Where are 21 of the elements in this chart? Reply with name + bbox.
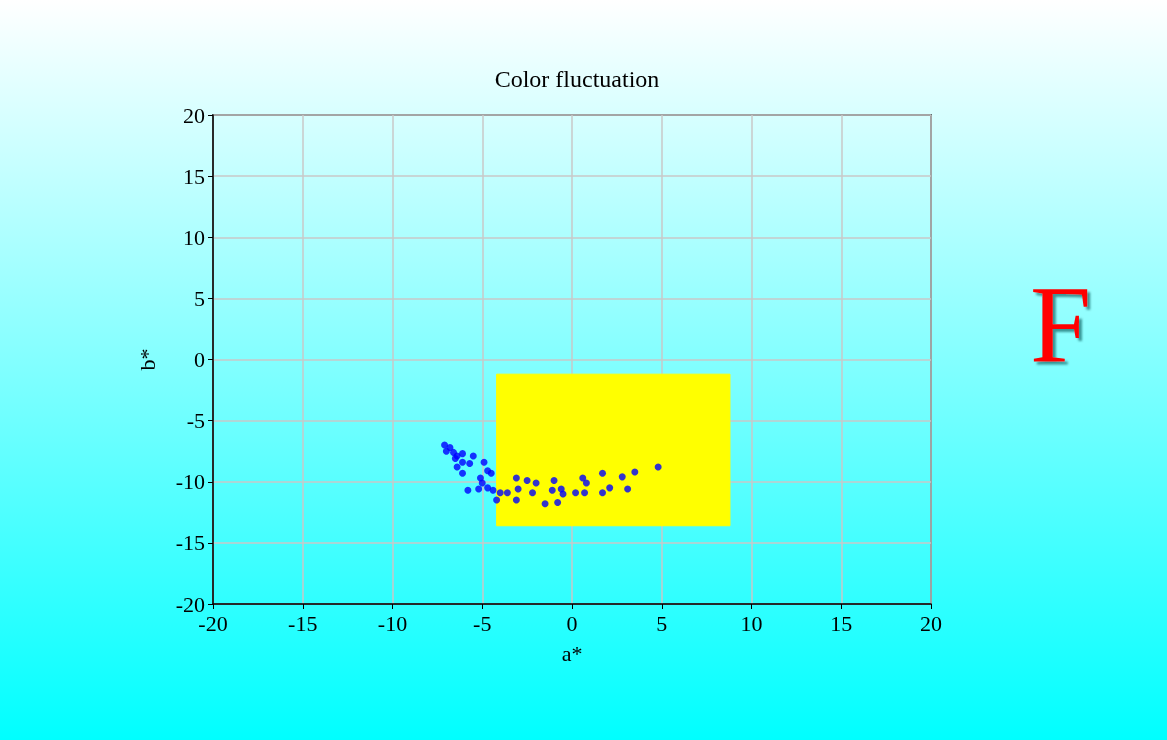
x-tick-label: 0: [566, 610, 578, 636]
x-tick-label: 15: [830, 610, 853, 636]
y-tick-label: 20: [183, 102, 205, 128]
y-tick-label: 0: [194, 347, 205, 372]
chart-title: Color fluctuation: [494, 66, 660, 92]
x-tick-label: 10: [740, 610, 763, 636]
y-tick-label: 5: [194, 285, 205, 311]
y-tick-label: 10: [183, 224, 205, 250]
y-axis-title: b*: [134, 348, 160, 371]
y-tick-label: -20: [175, 591, 205, 617]
x-tick-label: -5: [473, 610, 492, 636]
x-tick-label: 5: [656, 610, 668, 636]
x-tick-label: 20: [920, 610, 942, 636]
x-axis-title: a*: [561, 640, 583, 666]
y-tick-label: -15: [175, 530, 205, 556]
text: F: [1030, 264, 1092, 386]
x-tick-label: -15: [288, 610, 318, 636]
y-tick-label: -5: [186, 408, 205, 434]
x-tick-label: -10: [377, 610, 408, 636]
y-tick-label: -10: [175, 469, 205, 495]
y-tick-label: 15: [183, 163, 205, 189]
